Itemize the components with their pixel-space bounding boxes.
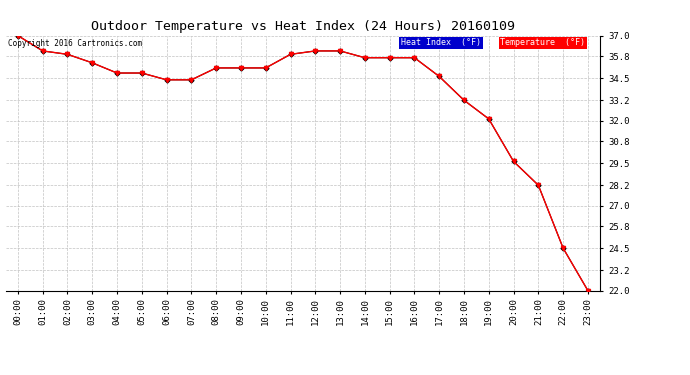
Text: Temperature  (°F): Temperature (°F) <box>500 38 585 47</box>
Title: Outdoor Temperature vs Heat Index (24 Hours) 20160109: Outdoor Temperature vs Heat Index (24 Ho… <box>91 20 515 33</box>
Text: Copyright 2016 Cartronics.com: Copyright 2016 Cartronics.com <box>8 39 143 48</box>
Text: Heat Index  (°F): Heat Index (°F) <box>401 38 481 47</box>
